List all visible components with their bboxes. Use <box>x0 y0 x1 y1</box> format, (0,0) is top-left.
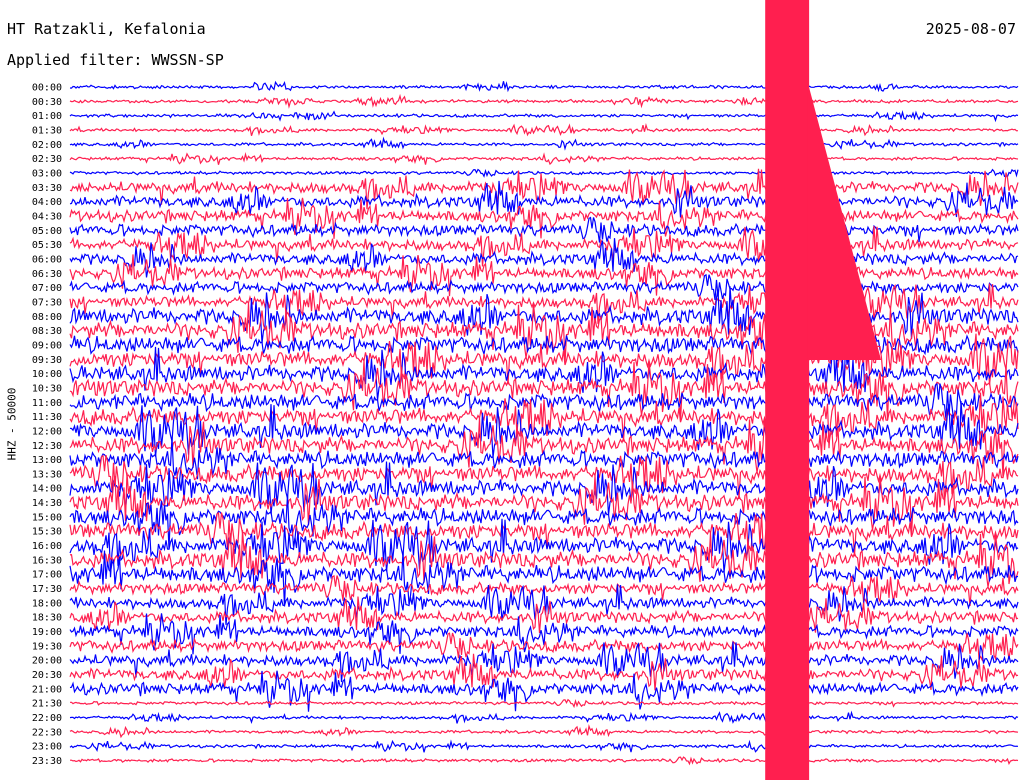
hour-label: 01:30 <box>32 125 62 136</box>
trace-line <box>69 392 1019 449</box>
hour-label: 04:00 <box>32 197 62 208</box>
hour-label: 16:00 <box>32 541 62 552</box>
trace-line <box>69 80 1019 93</box>
trace-line <box>69 437 1019 490</box>
hour-label: 22:00 <box>32 713 62 724</box>
trace-line <box>69 197 1019 239</box>
trace-line <box>69 343 1019 401</box>
hour-label: 02:30 <box>32 154 62 165</box>
hour-label: 14:30 <box>32 498 62 509</box>
hour-label: 20:00 <box>32 656 62 667</box>
trace-line <box>69 518 1019 578</box>
hour-label: 10:30 <box>32 383 62 394</box>
hour-label: 00:00 <box>32 83 62 94</box>
hour-label: 16:30 <box>32 555 62 566</box>
trace-line <box>69 254 1019 297</box>
trace-line <box>69 110 1019 123</box>
hour-label: 15:30 <box>32 527 62 538</box>
hour-label: 10:00 <box>32 369 62 380</box>
trace-line <box>69 168 1019 178</box>
trace-line <box>69 216 1019 243</box>
trace-line <box>69 461 1019 515</box>
hour-label: 13:30 <box>32 469 62 480</box>
trace-line <box>69 333 1019 391</box>
trace-line <box>69 180 1019 218</box>
hour-label: 09:00 <box>32 340 62 351</box>
trace-line <box>69 238 1019 278</box>
hour-label: 06:30 <box>32 269 62 280</box>
trace-line <box>69 273 1019 300</box>
trace-line <box>69 670 1019 712</box>
hour-label: 14:00 <box>32 484 62 495</box>
hour-label: 05:00 <box>32 226 62 237</box>
trace-line <box>69 136 1019 151</box>
trace-line <box>69 632 1019 662</box>
event-coda <box>807 80 882 360</box>
trace-line <box>69 226 1019 267</box>
hour-label: 18:30 <box>32 613 62 624</box>
hour-label: 12:00 <box>32 426 62 437</box>
trace-line <box>69 382 1019 421</box>
hour-label: 22:30 <box>32 727 62 738</box>
trace-line <box>69 613 1019 655</box>
hour-label: 07:30 <box>32 297 62 308</box>
hour-label: 11:30 <box>32 412 62 423</box>
hour-label: 21:30 <box>32 699 62 710</box>
hour-label: 23:30 <box>32 756 62 767</box>
hour-label: 07:00 <box>32 283 62 294</box>
trace-line <box>69 122 1019 137</box>
trace-line <box>69 739 1019 753</box>
station-title: HT Ratzakli, Kefalonia <box>7 20 206 38</box>
trace-line <box>69 168 1019 210</box>
hour-label: 03:30 <box>32 183 62 194</box>
hour-label: 00:30 <box>32 97 62 108</box>
hour-label: 19:30 <box>32 641 62 652</box>
trace-line <box>69 641 1019 683</box>
hour-label: 04:30 <box>32 211 62 222</box>
hour-label: 06:00 <box>32 254 62 265</box>
hour-label: 19:00 <box>32 627 62 638</box>
trace-line <box>69 529 1019 588</box>
hour-label: 02:00 <box>32 140 62 151</box>
trace-line <box>69 93 1019 109</box>
event-saturation-band <box>765 0 810 780</box>
filter-label: Applied filter: WWSSN-SP <box>7 51 224 69</box>
hour-label: 18:00 <box>32 598 62 609</box>
trace-line <box>69 710 1019 724</box>
trace-line <box>69 360 1019 421</box>
hour-label: 21:00 <box>32 684 62 695</box>
hour-label: 13:00 <box>32 455 62 466</box>
hour-label: 17:30 <box>32 584 62 595</box>
trace-line <box>69 550 1019 607</box>
trace-line <box>70 698 1019 709</box>
date-label: 2025-08-07 <box>925 20 1016 38</box>
trace-line <box>69 584 1019 625</box>
trace-line <box>69 653 1019 691</box>
trace-line <box>69 511 1019 557</box>
trace-line <box>69 494 1019 550</box>
hour-label: 09:30 <box>32 355 62 366</box>
hour-label: 12:30 <box>32 441 62 452</box>
hour-label: 20:30 <box>32 670 62 681</box>
hour-label: 03:00 <box>32 168 62 179</box>
trace-line <box>69 596 1019 633</box>
hour-label: 01:00 <box>32 111 62 122</box>
trace-line <box>69 151 1019 166</box>
trace-line <box>69 454 1019 506</box>
trace-line <box>69 724 1019 739</box>
hour-label: 17:00 <box>32 570 62 581</box>
trace-line <box>69 472 1019 536</box>
hour-label: 23:00 <box>32 742 62 753</box>
hour-label: 15:00 <box>32 512 62 523</box>
hour-label: 05:30 <box>32 240 62 251</box>
hour-label: 08:00 <box>32 312 62 323</box>
hour-label: 08:30 <box>32 326 62 337</box>
hour-label: 11:00 <box>32 398 62 409</box>
trace-line <box>70 756 1019 766</box>
trace-line <box>69 400 1019 458</box>
trace-line <box>69 417 1019 479</box>
